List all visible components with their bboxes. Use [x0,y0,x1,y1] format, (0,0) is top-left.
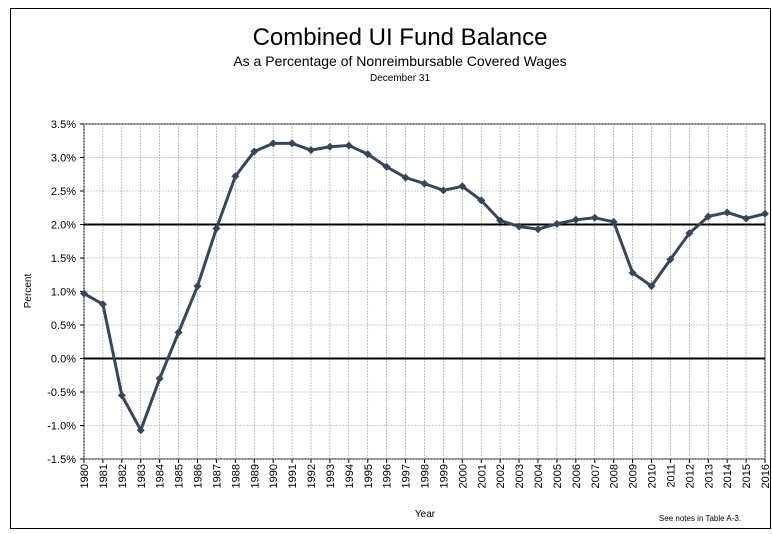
y-tick-label: 3.0% [51,153,76,165]
x-tick-label: 2010 [647,464,659,488]
data-point [363,150,372,159]
data-point [193,282,202,291]
data-point [534,225,542,234]
y-tick-label: -1.0% [47,421,76,433]
data-point [666,255,675,264]
data-point [155,374,164,383]
x-tick-label: 2003 [514,464,526,488]
x-tick-label: 1983 [136,464,148,488]
y-tick-label: 1.0% [51,287,76,299]
y-tick-label: -0.5% [47,387,76,399]
data-point [477,196,486,205]
data-point [231,172,240,181]
data-point [685,229,694,238]
chart-title: Combined UI Fund Balance [253,24,548,51]
data-point [325,142,334,151]
data-point [704,212,713,221]
data-point [496,216,505,225]
x-tick-label: 1981 [98,464,110,488]
data-point [515,222,524,231]
x-tick-label: 1982 [117,464,129,488]
x-tick-label: 2004 [533,464,545,488]
data-point [723,208,732,217]
x-tick-label: 1997 [401,464,413,488]
x-axis-label: Year [415,509,436,520]
x-tick-label: 2012 [684,464,696,488]
date-note: December 31 [370,73,430,84]
x-tick-label: 1992 [306,464,318,488]
y-tick-label: 0.0% [51,354,76,366]
x-tick-label: 1986 [193,464,205,488]
x-tick-label: 2009 [628,464,640,488]
x-tick-label: 2001 [476,464,488,488]
data-point [269,139,278,148]
x-tick-label: 2014 [722,464,734,488]
x-tick-label: 1995 [363,464,375,488]
data-point [458,182,467,191]
data-point [136,426,145,435]
x-tick-label: 1988 [230,464,242,488]
x-tick-label: 1996 [382,464,394,488]
data-point [117,391,126,400]
data-point [609,217,618,226]
x-tick-label: 2011 [665,464,677,488]
data-point [742,214,751,223]
data-point [628,268,637,277]
x-tick-label: 1998 [420,464,432,488]
x-tick-label: 1999 [438,464,450,488]
data-point [590,213,599,222]
y-axis-label: Percent [23,274,34,309]
x-tick-label: 2005 [552,464,564,488]
x-tick-label: 1985 [174,464,186,488]
x-tick-label: 1993 [325,464,337,488]
data-point [420,179,429,188]
x-tick-label: 1989 [249,464,261,488]
data-point [307,146,315,155]
x-tick-label: 2002 [495,464,507,488]
x-tick-label: 1984 [155,464,167,488]
x-tick-label: 1994 [344,464,356,488]
x-tick-label: 2007 [590,464,602,488]
x-tick-label: 1987 [211,464,223,488]
chart-subtitle: As a Percentage of Nonreimbursable Cover… [233,53,566,69]
data-point [647,282,656,291]
y-tick-label: 2.0% [51,220,76,232]
x-tick-label: 2016 [760,464,772,488]
data-point [80,289,88,298]
x-tick-label: 1980 [79,464,91,488]
data-point [98,300,107,309]
data-point [382,162,391,171]
footnote: See notes in Table A-3. [659,514,741,523]
y-tick-label: 2.5% [51,186,76,198]
data-point [571,215,580,224]
data-point [174,328,183,337]
y-tick-label: 3.5% [51,119,76,131]
data-point [401,173,410,182]
data-point [344,141,353,150]
data-point [250,147,259,156]
x-tick-label: 2006 [571,464,583,488]
data-point [212,224,221,233]
x-tick-label: 2000 [457,464,469,488]
data-point [761,209,769,218]
data-point [288,139,297,148]
x-tick-label: 1990 [268,464,280,488]
y-tick-label: 1.5% [51,253,76,265]
x-tick-label: 1991 [287,464,299,488]
x-tick-label: 2008 [609,464,621,488]
data-point [552,219,561,228]
data-point [439,186,448,195]
y-tick-label: -1.5% [47,454,76,466]
x-tick-label: 2013 [703,464,715,488]
y-tick-label: 0.5% [51,320,76,332]
x-tick-label: 2015 [741,464,753,488]
